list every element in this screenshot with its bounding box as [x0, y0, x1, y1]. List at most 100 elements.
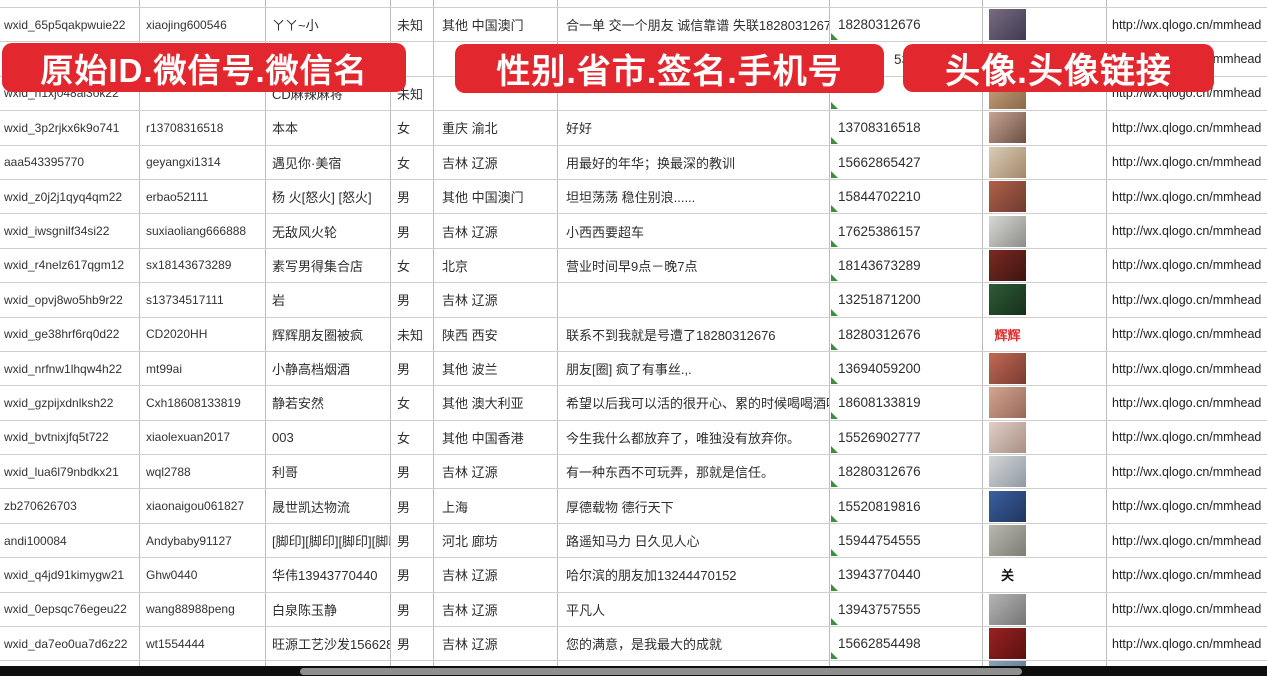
cell-original-id[interactable]: wxid_da7eo0ua7d6z22: [0, 627, 140, 661]
cell-gender[interactable]: 男: [391, 179, 434, 214]
cell-phone[interactable]: 18608133819: [830, 386, 983, 420]
cell-province-city[interactable]: 上海: [434, 489, 558, 523]
cell-signature[interactable]: 今生我什么都放弃了，唯独没有放弃你。: [558, 420, 830, 455]
cell-avatar[interactable]: [983, 248, 1107, 283]
cell-original-id[interactable]: wxid_gzpijxdnlksh22: [0, 386, 140, 420]
cell-wechat-id[interactable]: suxiaoliang666888: [140, 214, 266, 248]
cell-wechat-id[interactable]: mt99ai: [140, 351, 266, 386]
cell-gender[interactable]: 男: [391, 489, 434, 523]
horizontal-scrollbar-thumb[interactable]: [300, 667, 1022, 675]
cell-gender[interactable]: 女: [391, 111, 434, 145]
cell-wechat-name[interactable]: 晟世凯达物流: [266, 489, 391, 523]
cell-signature[interactable]: 联系不到我就是号遭了18280312676: [558, 317, 830, 351]
cell-province-city[interactable]: 吉林 辽源: [434, 558, 558, 592]
cell-avatar-link[interactable]: http://wx.qlogo.cn/mmhead: [1112, 602, 1262, 617]
cell-province-city[interactable]: 河北 廊坊: [434, 523, 558, 558]
cell-wechat-id[interactable]: Cxh18608133819: [140, 386, 266, 420]
cell-avatar[interactable]: [983, 386, 1107, 420]
cell-province-city[interactable]: 吉林 辽源: [434, 627, 558, 661]
cell-phone[interactable]: 15662865427: [830, 145, 983, 179]
cell-wechat-name[interactable]: 白泉陈玉静: [266, 592, 391, 627]
cell-original-id[interactable]: wxid_lua6l79nbdkx21: [0, 455, 140, 489]
cell-wechat-id[interactable]: r13708316518: [140, 111, 266, 145]
cell-phone[interactable]: 13943770440: [830, 558, 983, 592]
cell-signature[interactable]: 有一种东西不可玩弄，那就是信任。: [558, 455, 830, 489]
cell-wechat-id[interactable]: wt1554444: [140, 627, 266, 661]
cell-avatar[interactable]: 关: [983, 558, 1107, 592]
cell-wechat-name[interactable]: 静若安然: [266, 386, 391, 420]
empty-cell[interactable]: [391, 0, 434, 7]
cell-wechat-id[interactable]: CD2020HH: [140, 317, 266, 351]
cell-wechat-id[interactable]: Ghw0440: [140, 558, 266, 592]
empty-cell[interactable]: [434, 0, 558, 7]
cell-avatar-link[interactable]: http://wx.qlogo.cn/mmhead: [1112, 224, 1262, 239]
cell-phone[interactable]: 18280312676: [830, 455, 983, 489]
cell-signature[interactable]: 营业时间早9点－晚7点: [558, 248, 830, 283]
cell-gender[interactable]: 男: [391, 523, 434, 558]
cell-wechat-name[interactable]: 杨 火[怒火] [怒火]: [266, 179, 391, 214]
cell-avatar[interactable]: [983, 179, 1107, 214]
cell-avatar-link[interactable]: http://wx.qlogo.cn/mmhead: [1112, 430, 1262, 445]
cell-phone[interactable]: 18280312676: [830, 317, 983, 351]
empty-cell[interactable]: [830, 0, 983, 7]
cell-province-city[interactable]: 吉林 辽源: [434, 592, 558, 627]
cell-gender[interactable]: 男: [391, 558, 434, 592]
cell-wechat-id[interactable]: geyangxi1314: [140, 145, 266, 179]
cell-phone[interactable]: 15526902777: [830, 420, 983, 455]
empty-cell[interactable]: [140, 0, 266, 7]
cell-gender[interactable]: 未知: [391, 76, 434, 111]
cell-phone[interactable]: 18280312676: [830, 8, 983, 42]
cell-gender[interactable]: 女: [391, 145, 434, 179]
cell-avatar-link[interactable]: http://wx.qlogo.cn/mmhead: [1112, 464, 1262, 479]
cell-wechat-name[interactable]: 无敌风火轮: [266, 214, 391, 248]
cell-phone[interactable]: 15844702210: [830, 179, 983, 214]
cell-phone[interactable]: [830, 76, 983, 111]
cell-wechat-name[interactable]: 小静高档烟酒: [266, 351, 391, 386]
cell-wechat-name[interactable]: 辉辉朋友圈被疯: [266, 317, 391, 351]
cell-province-city[interactable]: 吉林 辽源: [434, 455, 558, 489]
cell-province-city[interactable]: 其他 波兰: [434, 351, 558, 386]
cell-province-city[interactable]: 其他 中国澳门: [434, 179, 558, 214]
cell-avatar[interactable]: 辉辉: [983, 317, 1107, 351]
cell-phone[interactable]: 17625386157: [830, 214, 983, 248]
cell-wechat-id[interactable]: [140, 76, 266, 111]
cell-original-id[interactable]: wxid_bvtnixjfq5t722: [0, 420, 140, 455]
empty-cell[interactable]: [983, 0, 1107, 7]
cell-signature[interactable]: 您的满意，是我最大的成就: [558, 627, 830, 661]
cell-phone[interactable]: 18143673289: [830, 248, 983, 283]
cell-wechat-id[interactable]: s13734517111: [140, 283, 266, 317]
cell-avatar[interactable]: [983, 455, 1107, 489]
cell-wechat-name[interactable]: 岩: [266, 283, 391, 317]
cell-gender[interactable]: 女: [391, 386, 434, 420]
cell-signature[interactable]: 坦坦荡荡 稳住别浪......: [558, 179, 830, 214]
cell-signature[interactable]: 平凡人: [558, 592, 830, 627]
cell-phone[interactable]: 15520819816: [830, 489, 983, 523]
cell-gender[interactable]: 未知: [391, 317, 434, 351]
cell-phone[interactable]: 15944754555: [830, 523, 983, 558]
cell-original-id[interactable]: aaa543395770: [0, 145, 140, 179]
cell-wechat-name[interactable]: 本本: [266, 111, 391, 145]
cell-original-id[interactable]: wxid_iwsgnilf34si22: [0, 214, 140, 248]
cell-avatar[interactable]: [983, 489, 1107, 523]
cell-phone[interactable]: 13943757555: [830, 592, 983, 627]
empty-cell[interactable]: [558, 0, 830, 7]
cell-province-city[interactable]: 其他 澳大利亚: [434, 386, 558, 420]
cell-gender[interactable]: 男: [391, 214, 434, 248]
cell-avatar-link[interactable]: http://wx.qlogo.cn/mmhead: [1112, 499, 1262, 514]
cell-wechat-id[interactable]: wql2788: [140, 455, 266, 489]
cell-original-id[interactable]: wxid_65p5qakpwuie22: [0, 8, 140, 42]
cell-province-city[interactable]: 北京: [434, 248, 558, 283]
cell-wechat-id[interactable]: Andybaby91127: [140, 523, 266, 558]
cell-original-id[interactable]: wxid_z0j2j1qyq4qm22: [0, 179, 140, 214]
cell-avatar-link[interactable]: http://wx.qlogo.cn/mmhead: [1112, 327, 1262, 342]
cell-avatar-link[interactable]: http://wx.qlogo.cn/mmhead: [1112, 120, 1262, 135]
cell-signature[interactable]: [558, 283, 830, 317]
cell-phone[interactable]: 13708316518: [830, 111, 983, 145]
cell-original-id[interactable]: wxid_nrfnw1lhqw4h22: [0, 351, 140, 386]
cell-province-city[interactable]: 吉林 辽源: [434, 145, 558, 179]
cell-gender[interactable]: [391, 42, 434, 76]
cell-phone[interactable]: 13694059200: [830, 351, 983, 386]
cell-wechat-name[interactable]: 旺源工艺沙发15662854: [266, 627, 391, 661]
cell-gender[interactable]: 男: [391, 592, 434, 627]
cell-wechat-id[interactable]: xiaonaigou061827: [140, 489, 266, 523]
